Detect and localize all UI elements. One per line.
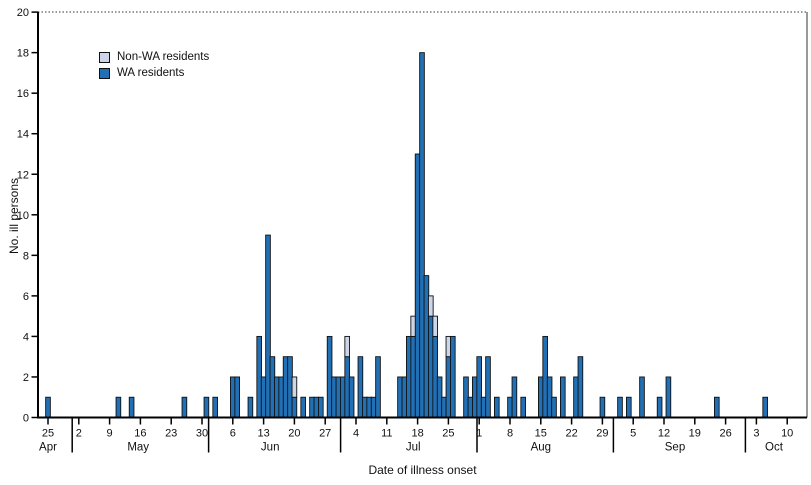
y-tick-label: 6 <box>23 291 29 303</box>
month-label: Jul <box>406 442 421 454</box>
x-tick-label: 30 <box>196 428 208 440</box>
x-tick-label: 1 <box>476 428 482 440</box>
legend: Non-WA residents WA residents <box>99 51 209 80</box>
bar-wa-Sep-13 <box>665 376 672 418</box>
y-tick-label: 12 <box>17 169 29 181</box>
bar-wa-May-31 <box>203 396 210 418</box>
bar-wa-Sep-2 <box>617 396 623 418</box>
bar-nonwa-Jul-2 <box>344 335 351 358</box>
month-label: Aug <box>531 442 551 454</box>
y-tick-label: 20 <box>17 7 29 19</box>
month-label: Sep <box>665 442 685 454</box>
month-label: Apr <box>39 442 57 454</box>
bar-wa-Aug-24 <box>577 356 584 418</box>
x-tick-label: 19 <box>689 428 701 440</box>
legend-label-wa: WA residents <box>117 67 185 79</box>
y-tick-label: 0 <box>23 413 29 425</box>
x-tick-label: 26 <box>719 428 731 440</box>
bar-wa-Apr-25 <box>45 396 51 418</box>
y-tick-label: 18 <box>17 48 29 60</box>
month-label: May <box>127 442 149 454</box>
bar-wa-Aug-11 <box>520 396 526 418</box>
y-tick-label: 2 <box>23 372 29 384</box>
legend-label-non-wa: Non-WA residents <box>117 51 210 63</box>
bar-wa-Aug-18 <box>551 396 557 418</box>
legend-swatch-non-wa <box>99 52 110 63</box>
bar-nonwa-Jul-22 <box>432 315 439 337</box>
x-tick-label: 5 <box>630 428 636 440</box>
x-tick-label: 20 <box>288 428 300 440</box>
bar-wa-Jun-20 <box>291 396 298 418</box>
bar-wa-Aug-29 <box>599 396 606 418</box>
bar-wa-Aug-20 <box>560 376 566 418</box>
x-tick-label: 6 <box>230 428 236 440</box>
y-tick-label: 10 <box>17 210 29 222</box>
bar-wa-Jun-22 <box>300 396 307 418</box>
y-tick-label: 4 <box>23 331 29 343</box>
y-tick-label: 14 <box>17 129 29 141</box>
x-tick-label: 15 <box>535 428 547 440</box>
bar-wa-Jun-7 <box>234 376 241 418</box>
bar-wa-Jun-2 <box>212 396 219 418</box>
y-axis-title: No. ill persons <box>7 177 21 255</box>
x-tick-label: 23 <box>165 428 177 440</box>
bar-wa-Jun-10 <box>247 396 254 418</box>
bar-wa-Jul-26 <box>450 335 456 418</box>
x-tick-label: 16 <box>134 428 146 440</box>
x-tick-label: 10 <box>781 428 793 440</box>
x-tick-label: 22 <box>565 428 577 440</box>
bar-wa-Sep-4 <box>626 396 632 418</box>
x-tick-label: 3 <box>753 428 759 440</box>
bar-wa-Sep-7 <box>639 376 645 418</box>
x-tick-label: 29 <box>596 428 608 440</box>
x-tick-label: 9 <box>107 428 113 440</box>
bar-wa-Aug-5 <box>494 396 500 418</box>
x-tick-label: 12 <box>658 428 670 440</box>
x-tick-label: 11 <box>381 428 392 440</box>
legend-item-wa: WA residents <box>99 67 209 80</box>
bar-nonwa-Jun-20 <box>291 376 298 398</box>
bar-wa-Sep-11 <box>656 396 663 418</box>
legend-swatch-wa <box>99 68 110 79</box>
bar-wa-Jul-3 <box>348 376 355 418</box>
bar-nonwa-Jul-21 <box>428 295 434 317</box>
legend-item-non-wa: Non-WA residents <box>99 51 209 64</box>
bar-wa-May-26 <box>181 396 188 418</box>
x-tick-label: 25 <box>42 428 54 440</box>
month-label: Oct <box>765 442 784 454</box>
x-tick-label: 18 <box>411 428 423 440</box>
bar-wa-May-11 <box>115 396 122 418</box>
x-tick-label: 25 <box>442 428 454 440</box>
month-label: Jun <box>261 442 280 454</box>
y-tick-label: 8 <box>23 250 29 262</box>
bar-wa-Aug-9 <box>511 376 518 418</box>
x-tick-label: 13 <box>257 428 269 440</box>
x-axis-title: Date of illness onset <box>368 463 477 477</box>
bar-wa-Jul-9 <box>375 356 381 418</box>
x-tick-label: 8 <box>507 428 513 440</box>
bar-wa-Aug-3 <box>485 356 491 418</box>
x-tick-label: 4 <box>353 428 359 440</box>
bar-wa-Sep-24 <box>714 396 720 418</box>
y-tick-label: 16 <box>17 88 29 100</box>
x-tick-label: 2 <box>76 428 82 440</box>
x-tick-label: 27 <box>319 428 331 440</box>
bar-wa-Jun-26 <box>318 396 324 418</box>
bar-wa-May-14 <box>128 396 135 418</box>
bar-wa-Oct-5 <box>762 396 768 418</box>
